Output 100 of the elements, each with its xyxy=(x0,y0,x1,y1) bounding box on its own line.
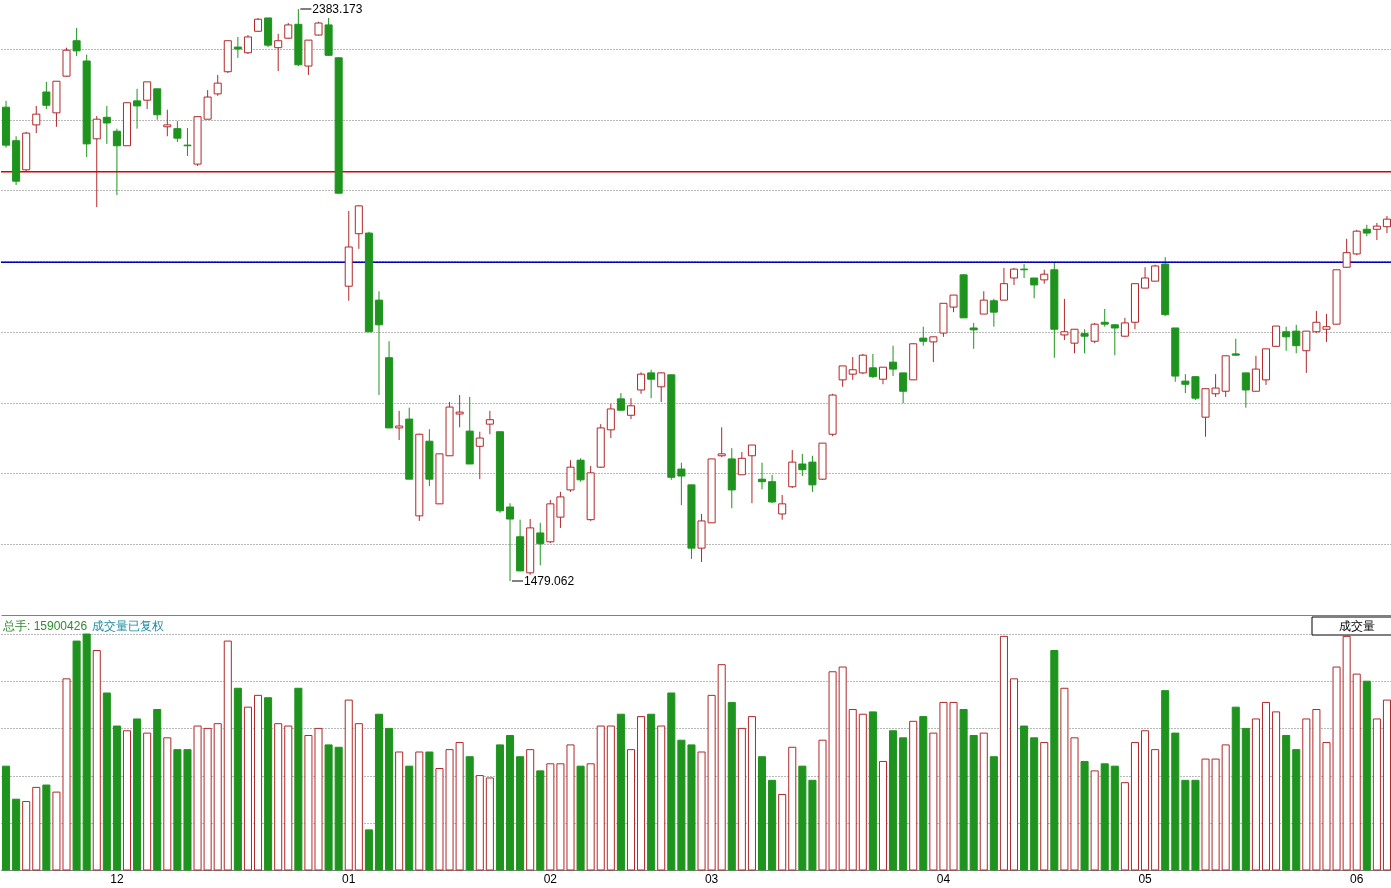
bar xyxy=(778,793,787,871)
candlestick xyxy=(989,298,998,328)
bar xyxy=(768,779,777,871)
candlestick xyxy=(1272,325,1281,348)
bar xyxy=(1251,718,1260,871)
bar xyxy=(233,687,242,871)
candlestick xyxy=(637,371,646,395)
bar xyxy=(102,692,111,871)
bar xyxy=(576,765,585,871)
bar xyxy=(1151,749,1160,871)
candlestick xyxy=(576,457,585,483)
bar xyxy=(1009,678,1019,871)
bar xyxy=(1231,706,1240,871)
bar xyxy=(596,725,605,871)
candlestick xyxy=(626,397,636,420)
x-tick-label: 03 xyxy=(704,871,719,886)
bar xyxy=(586,763,595,871)
bar xyxy=(1080,760,1089,871)
candlestick xyxy=(657,371,666,403)
candlestick xyxy=(163,109,172,137)
bar xyxy=(425,751,434,871)
bar xyxy=(899,737,908,871)
bar xyxy=(516,756,525,871)
annotation: 2383.173 xyxy=(312,2,363,16)
candlestick xyxy=(929,336,938,363)
bar xyxy=(626,749,636,871)
bar xyxy=(717,664,726,871)
bar xyxy=(889,730,898,871)
candlestick xyxy=(183,127,192,157)
bar xyxy=(506,734,515,871)
bar xyxy=(1352,673,1361,871)
bar xyxy=(22,801,31,871)
bar xyxy=(495,744,504,871)
x-tick-label: 05 xyxy=(1138,871,1153,886)
bar xyxy=(385,727,394,871)
candlestick xyxy=(868,353,877,379)
bar xyxy=(1040,742,1049,871)
candlestick xyxy=(1372,222,1381,241)
bar xyxy=(32,786,41,871)
x-tick-label: 06 xyxy=(1350,871,1364,886)
candlestick xyxy=(717,426,726,458)
bar xyxy=(153,709,162,871)
bar xyxy=(989,756,998,871)
bar xyxy=(1020,725,1029,871)
bar xyxy=(1282,734,1291,871)
bar xyxy=(395,751,404,871)
candlestick xyxy=(1342,238,1351,269)
annotation: 1479.062 xyxy=(524,574,575,588)
candlestick xyxy=(1080,328,1089,354)
bar xyxy=(747,716,756,871)
bar xyxy=(616,713,625,871)
bar xyxy=(1372,718,1381,871)
candlestick xyxy=(838,365,847,388)
candlestick xyxy=(737,451,746,476)
bar xyxy=(475,775,484,871)
bar xyxy=(1292,749,1301,871)
bar xyxy=(858,713,867,871)
candlestick xyxy=(274,33,283,72)
candlestick xyxy=(1292,324,1301,354)
bar xyxy=(637,716,646,871)
bar xyxy=(1130,742,1139,871)
x-tick-label: 02 xyxy=(543,871,558,886)
bar xyxy=(526,749,535,871)
bar xyxy=(788,746,797,871)
bar xyxy=(959,709,968,871)
bar xyxy=(1221,744,1230,871)
x-tick-label: 01 xyxy=(342,871,356,886)
candlestick xyxy=(133,88,142,130)
bar xyxy=(657,725,666,871)
candlestick xyxy=(143,81,152,110)
candlestick xyxy=(213,74,222,97)
bar xyxy=(1161,690,1170,871)
candlestick xyxy=(647,369,656,399)
bar xyxy=(1100,763,1109,871)
bar xyxy=(284,725,293,871)
bar xyxy=(757,756,767,871)
candlestick xyxy=(112,128,121,196)
bar xyxy=(274,723,283,871)
candlestick xyxy=(969,322,978,350)
bar xyxy=(848,709,857,871)
bar xyxy=(999,635,1008,871)
candlestick xyxy=(899,372,908,404)
candlestick xyxy=(243,34,252,55)
bar xyxy=(12,798,21,871)
candlestick xyxy=(1110,323,1119,356)
bar xyxy=(213,723,222,871)
candlestick xyxy=(395,410,404,441)
bar xyxy=(969,734,978,871)
bar xyxy=(92,650,101,871)
bar xyxy=(919,716,928,871)
bar xyxy=(1261,701,1271,871)
text: 成交量已复权 xyxy=(92,619,164,633)
candlestick xyxy=(768,474,777,504)
bar xyxy=(1090,770,1099,871)
bar xyxy=(1110,765,1119,871)
bar xyxy=(878,760,887,871)
candlestick xyxy=(889,345,898,377)
bar xyxy=(243,706,252,871)
x-tick-label: 12 xyxy=(110,871,124,886)
bar xyxy=(2,765,11,871)
